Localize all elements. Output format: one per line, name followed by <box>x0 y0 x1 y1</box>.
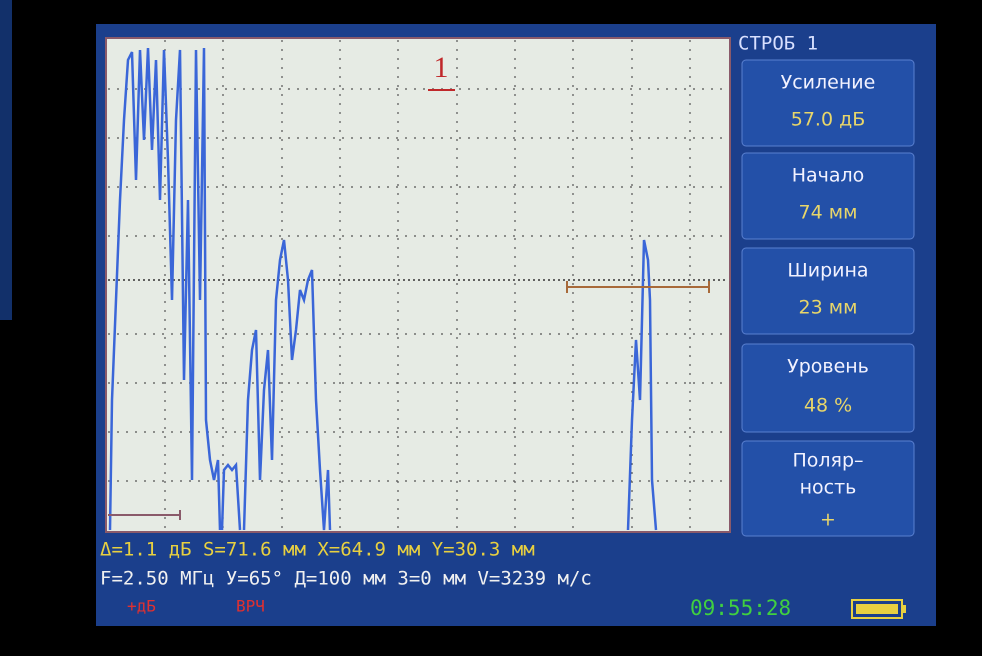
menu-value: + <box>820 509 836 531</box>
menu-label: Уровень <box>787 356 869 378</box>
menu-value: 23 мм <box>799 297 858 319</box>
clock: 09:55:28 <box>690 596 791 620</box>
params-line: F=2.50 МГц У=65° Д=100 мм З=0 мм V=3239 … <box>100 568 592 590</box>
menu-label: Усиление <box>781 72 876 94</box>
gate-title: СТРОБ 1 <box>738 33 818 55</box>
gate-marker: 1 <box>434 51 449 84</box>
menu-value: 57.0 дБ <box>791 109 866 131</box>
battery-tip <box>902 605 906 613</box>
menu-value: 74 мм <box>799 202 858 224</box>
menu: Усиление 57.0 дБ Начало 74 мм Ширина 23 … <box>742 60 914 536</box>
gain-mode: +дБ <box>127 597 156 616</box>
side-edge <box>0 0 12 320</box>
menu-label: Начало <box>792 165 865 187</box>
device-screen: 1 СТРОБ 1 Усиление 57.0 дБ Начало 74 мм … <box>0 0 982 652</box>
menu-label: Ширина <box>787 260 868 282</box>
tcg: ВРЧ <box>236 597 265 616</box>
menu-value: 48 % <box>804 395 852 417</box>
battery-level <box>856 604 898 614</box>
menu-label: Поляр– <box>792 450 863 472</box>
menu-label: ность <box>800 477 857 499</box>
measure-line: Δ=1.1 дБ S=71.6 мм X=64.9 мм Y=30.3 мм <box>100 539 535 561</box>
